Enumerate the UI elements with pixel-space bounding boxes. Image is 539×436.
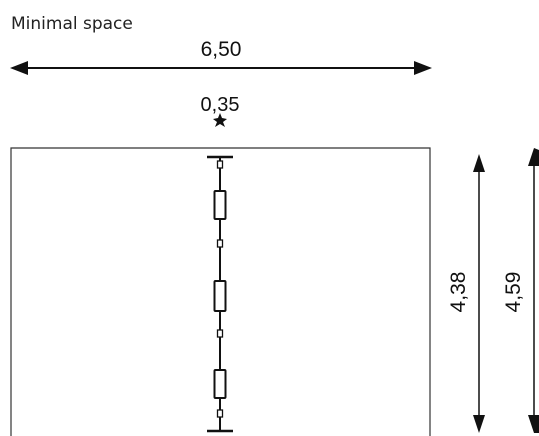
height-outer-label: 4,59 [502,272,525,313]
space-frame [10,147,431,436]
gap-marker-icon [213,113,227,127]
gap-dimension: 0,35 [201,94,240,127]
height-outer-dimension: 4,59 [502,148,539,433]
diagram-title: Minimal space [11,14,133,34]
height-inner-label: 4,38 [447,272,470,313]
height-inner-dimension: 4,38 [447,154,485,433]
gap-label: 0,35 [201,94,240,116]
width-label: 6,50 [201,38,242,61]
chain-ladder-icon [207,155,233,433]
width-dimension: 6,50 [10,38,432,75]
